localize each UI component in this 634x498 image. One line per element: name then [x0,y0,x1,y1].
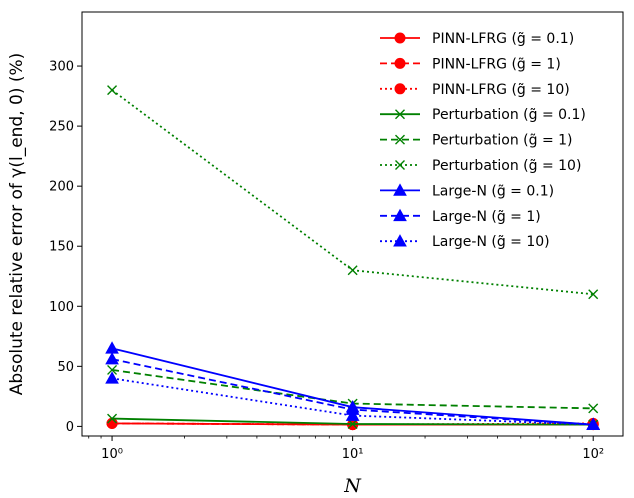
legend-entry: PINN-LFRG (g̃ = 1) [380,56,561,72]
x-axis-label: N [343,475,362,497]
legend-marker [393,234,407,247]
legend-entry: Large-N (g̃ = 0.1) [380,183,554,199]
x-tick-label: 10¹ [342,447,364,462]
y-tick-label: 200 [49,180,74,195]
series-layer [105,85,601,431]
legend-entry: Large-N (g̃ = 10) [380,234,550,250]
legend-entry: Large-N (g̃ = 1) [380,208,541,225]
data-point [105,341,119,354]
data-point [105,371,119,384]
data-point [586,417,601,430]
series-5 [107,85,599,300]
data-point [345,408,360,421]
y-tick-label: 50 [57,360,74,375]
data-point [107,364,118,375]
data-point [107,413,118,424]
y-tick-label: 100 [49,300,74,315]
legend-label: PINN-LFRG (g̃ = 0.1) [432,31,574,47]
legend: PINN-LFRG (g̃ = 0.1) PINN-LFRG (g̃ = 1) PI… [380,31,586,250]
legend-label: Large-N (g̃ = 0.1) [432,183,554,199]
legend-entry: Perturbation (g̃ = 10) [380,158,581,174]
y-tick-label: 300 [49,60,74,75]
y-tick-label: 250 [49,120,74,135]
legend-marker [393,183,407,196]
legend-entry: Perturbation (g̃ = 1) [380,133,573,149]
x-tick-label: 10² [582,447,604,462]
legend-label: PINN-LFRG (g̃ = 1) [432,56,561,72]
y-tick-label: 150 [49,240,74,255]
legend-label: Large-N (g̃ = 10) [432,234,550,250]
series-8 [105,371,601,430]
y-tick-label: 0 [66,420,74,435]
data-point [105,352,119,365]
legend-label: Perturbation (g̃ = 10) [432,158,581,174]
y-axis-label: Absolute relative error of γ(l_end, 0) (… [7,53,27,396]
legend-marker [395,109,405,120]
legend-entry: PINN-LFRG (g̃ = 0.1) [380,31,574,47]
data-point [347,418,358,429]
axes-layer: 0 50 100 150 200 250 300 10⁰ 10¹ 10² [49,60,604,462]
series-3 [107,413,599,430]
legend-label: Perturbation (g̃ = 0.1) [432,107,586,123]
legend-marker [394,83,406,95]
legend-marker [393,208,407,222]
legend-marker [395,160,405,170]
legend-marker [394,32,406,44]
data-point [347,265,358,276]
data-point [588,289,599,300]
legend-marker [395,134,405,145]
data-point [588,403,599,414]
series-line [111,377,594,426]
legend-entry: Perturbation (g̃ = 0.1) [380,107,586,123]
legend-label: Perturbation (g̃ = 1) [432,133,573,149]
data-point [106,417,118,429]
plot-frame [81,11,624,437]
legend-entry: PINN-LFRG (g̃ = 10) [380,82,570,98]
legend-label: Large-N (g̃ = 1) [432,209,541,225]
data-point [107,85,118,96]
x-tick-label: 10⁰ [101,447,123,462]
legend-marker [394,57,406,69]
legend-label: PINN-LFRG (g̃ = 10) [432,82,570,98]
